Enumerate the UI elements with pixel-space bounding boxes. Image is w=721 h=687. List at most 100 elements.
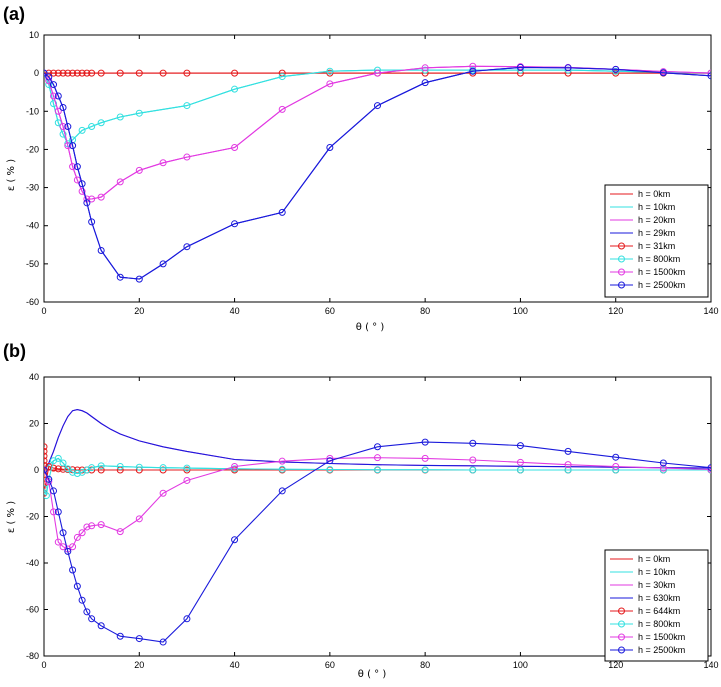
legend-box xyxy=(604,184,709,298)
data-point xyxy=(54,465,62,473)
panel-label: (a) xyxy=(3,4,25,24)
data-point xyxy=(88,218,96,226)
data-point xyxy=(83,523,91,531)
data-point xyxy=(83,608,91,616)
data-point xyxy=(326,80,334,88)
y-tick-label: 0 xyxy=(34,68,39,78)
data-point xyxy=(159,69,167,77)
data-point xyxy=(69,566,77,574)
data-point xyxy=(231,85,239,93)
x-tick-label: 100 xyxy=(513,306,528,316)
series-line-3 xyxy=(44,409,711,471)
data-point xyxy=(159,638,167,646)
legend-entry: h = 0km xyxy=(638,554,670,564)
legend-entry: h = 1500km xyxy=(638,267,685,277)
series-line-6 xyxy=(44,65,711,200)
data-point xyxy=(159,159,167,167)
legend-marker xyxy=(618,242,625,250)
x-tick-label: 40 xyxy=(230,306,240,316)
legend-entry: h = 31km xyxy=(638,241,675,251)
data-point xyxy=(97,462,105,470)
data-point xyxy=(421,66,429,74)
y-tick-label: -40 xyxy=(26,221,39,231)
data-point xyxy=(183,102,191,110)
y-tick-label: 20 xyxy=(29,419,39,429)
data-point xyxy=(44,447,48,455)
legend-entry: h = 0km xyxy=(638,189,670,199)
x-tick-label: 0 xyxy=(41,306,46,316)
x-axis-label: θ ( ° ) xyxy=(356,322,385,333)
data-point xyxy=(88,69,96,77)
x-tick-label: 20 xyxy=(134,306,144,316)
y-tick-label: -20 xyxy=(26,512,39,522)
data-point xyxy=(183,153,191,161)
data-point xyxy=(564,447,572,455)
data-point xyxy=(326,144,334,152)
data-point xyxy=(50,464,58,472)
data-point xyxy=(159,260,167,268)
data-point xyxy=(54,107,62,115)
data-point xyxy=(44,457,48,465)
data-point xyxy=(54,92,62,100)
x-tick-label: 80 xyxy=(420,306,430,316)
data-point xyxy=(44,69,48,77)
data-point xyxy=(69,543,77,551)
data-point xyxy=(159,464,167,472)
data-point xyxy=(612,67,620,75)
data-point xyxy=(73,469,81,477)
data-point xyxy=(73,176,81,184)
data-point xyxy=(135,69,143,77)
series-line-7 xyxy=(44,441,711,643)
data-point xyxy=(374,466,381,474)
data-point xyxy=(135,515,143,523)
y-axis-label: ε ( % ) xyxy=(6,501,17,533)
data-point xyxy=(116,113,124,121)
data-point xyxy=(78,596,86,604)
data-point xyxy=(135,109,143,117)
data-point xyxy=(421,64,429,72)
y-tick-label: -30 xyxy=(26,183,39,193)
data-point xyxy=(50,487,58,495)
x-tick-label: 140 xyxy=(703,306,718,316)
data-point xyxy=(116,632,124,640)
legend-marker xyxy=(618,281,625,289)
data-point xyxy=(659,459,667,467)
data-point xyxy=(469,456,477,464)
y-tick-label: -60 xyxy=(26,605,39,615)
data-point xyxy=(707,464,711,472)
data-point xyxy=(88,522,96,530)
legend-marker xyxy=(618,268,625,276)
data-point xyxy=(469,466,477,474)
legend-marker xyxy=(618,646,625,654)
data-point xyxy=(97,521,105,529)
legend-box xyxy=(604,549,709,662)
data-point xyxy=(469,67,477,75)
data-point xyxy=(97,466,105,474)
x-tick-label: 20 xyxy=(134,660,144,670)
series-group xyxy=(44,62,711,283)
data-point xyxy=(231,465,239,473)
legend: h = 0km h = 10km h = 30km h = 630km h = 644k… xyxy=(604,549,709,662)
data-point xyxy=(50,100,58,108)
y-tick-label: 0 xyxy=(34,465,39,475)
data-point xyxy=(278,487,286,495)
data-point xyxy=(73,163,81,171)
data-point xyxy=(59,459,67,467)
data-point xyxy=(44,443,48,451)
data-point xyxy=(78,187,86,195)
data-point xyxy=(612,463,620,471)
data-point xyxy=(135,635,143,643)
x-tick-label: 60 xyxy=(325,660,335,670)
data-point xyxy=(135,275,143,283)
legend-entry: h = 800km xyxy=(638,254,680,264)
data-point xyxy=(50,69,58,77)
data-point xyxy=(69,69,77,77)
legend-entry: h = 2500km xyxy=(638,645,685,655)
data-point xyxy=(44,461,48,469)
plot-area xyxy=(43,34,712,303)
data-point xyxy=(73,533,81,541)
y-axis-label: ε ( % ) xyxy=(6,159,17,191)
legend-entry: h = 10km xyxy=(638,567,675,577)
y-tick-label: -20 xyxy=(26,144,39,154)
legend-entry: h = 800km xyxy=(638,619,680,629)
